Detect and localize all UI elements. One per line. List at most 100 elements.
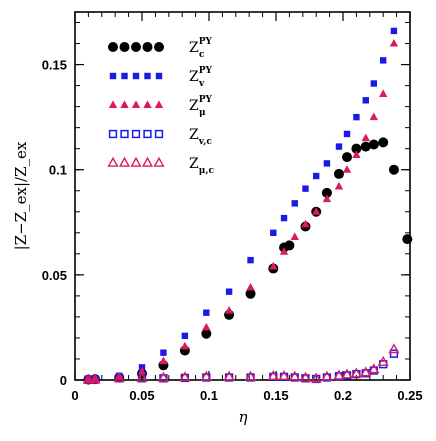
data-point <box>225 288 233 295</box>
data-point <box>370 80 378 87</box>
legend-label-main: Z <box>189 98 199 114</box>
y-tick-label: 0.1 <box>49 163 67 178</box>
legend-marker <box>119 42 130 52</box>
data-point <box>267 369 279 381</box>
data-point <box>290 232 299 241</box>
legend-marker <box>154 42 164 52</box>
series-filled-triangle <box>84 38 399 383</box>
x-tick-label: 0.15 <box>263 388 288 403</box>
data-point <box>380 57 387 64</box>
data-point <box>312 207 321 215</box>
data-point <box>333 369 345 380</box>
data-point <box>323 160 331 167</box>
series-filled-square <box>85 27 398 383</box>
data-point <box>181 332 189 340</box>
legend-label-sub: v <box>198 79 205 89</box>
data-point <box>313 172 320 180</box>
legend-marker <box>143 129 152 139</box>
data-point <box>350 367 362 378</box>
data-point <box>368 139 379 150</box>
data-point <box>82 373 94 384</box>
legend-marker <box>120 129 129 139</box>
data-point <box>200 370 212 381</box>
data-point <box>360 141 371 152</box>
data-point <box>402 234 413 245</box>
data-point <box>361 133 370 142</box>
legend-label-sub: μ <box>199 108 206 118</box>
legend-marker <box>109 72 117 80</box>
legend-marker <box>131 129 141 139</box>
x-tick-label: 0.1 <box>200 388 218 403</box>
data-point <box>269 261 278 270</box>
data-point <box>310 372 322 383</box>
data-point <box>157 371 170 382</box>
legend-label-sup: PY <box>199 95 213 105</box>
legend-marker <box>143 100 152 108</box>
legend-marker <box>108 100 118 108</box>
data-point <box>388 343 400 354</box>
data-point <box>390 27 398 35</box>
legend-entry: Zv,c <box>108 127 212 147</box>
x-tick-label: 0.2 <box>334 388 352 403</box>
data-point <box>388 164 399 175</box>
data-point <box>343 130 351 138</box>
data-point <box>224 306 234 314</box>
data-point <box>90 374 100 383</box>
data-point <box>321 370 333 381</box>
legend-entry: ZPY c <box>108 37 213 60</box>
data-point <box>352 150 361 158</box>
plot-frame <box>74 11 411 381</box>
ticks-layer: 0 0.05 0.1 0.15 0.2 0.25 0 0.05 0.1 0.15 <box>42 12 423 403</box>
legend-label-sup: PY <box>199 66 213 76</box>
legend-label-sup: PY <box>199 37 213 47</box>
data-point <box>280 214 288 222</box>
legend-marker <box>144 72 151 80</box>
data-point <box>301 219 310 228</box>
data-point <box>278 369 290 381</box>
legend-marker <box>154 100 164 108</box>
legend-label: Zv,c <box>189 127 212 147</box>
data-point <box>321 187 332 198</box>
legend-marker <box>107 156 119 167</box>
y-tick-label: 0.05 <box>42 268 67 283</box>
x-tick-label: 0.05 <box>129 388 154 403</box>
data-point <box>137 366 147 375</box>
legend-marker <box>118 156 131 167</box>
data-point <box>378 137 389 148</box>
legend-label: Zμ,c <box>189 156 214 176</box>
legend-marker <box>153 156 165 167</box>
legend-label-main: Z <box>189 69 199 85</box>
data-point <box>89 373 101 384</box>
data-point <box>203 309 210 316</box>
data-point <box>136 371 148 382</box>
legend-marker <box>108 129 118 139</box>
legend-marker <box>120 100 129 108</box>
data-point <box>360 366 372 377</box>
legend-label-main: Z <box>189 156 199 172</box>
y-tick-label: 0 <box>60 373 67 388</box>
legend-entry: Zμ,c <box>107 156 214 176</box>
legend-label-sub: μ,c <box>199 166 215 176</box>
data-point <box>284 240 295 251</box>
data-point <box>84 374 93 383</box>
legend-marker <box>155 72 163 80</box>
points-layer <box>82 27 413 385</box>
x-tick-label: 0 <box>71 388 78 403</box>
data-point <box>377 355 389 366</box>
data-point <box>201 328 212 339</box>
data-point <box>368 363 380 374</box>
legend-marker <box>108 42 118 52</box>
data-point <box>270 229 277 236</box>
data-point <box>334 181 344 190</box>
data-point <box>322 194 332 203</box>
data-point <box>291 200 298 207</box>
data-point <box>159 356 168 365</box>
data-point <box>362 97 369 104</box>
legend-label-main: Z <box>189 127 199 143</box>
data-point <box>369 112 379 121</box>
data-point <box>223 370 235 381</box>
legend-label-sub: c <box>199 50 205 60</box>
data-point <box>342 152 353 163</box>
y-axis-label: |Z−Z_ex|/Z_ex <box>12 141 30 250</box>
